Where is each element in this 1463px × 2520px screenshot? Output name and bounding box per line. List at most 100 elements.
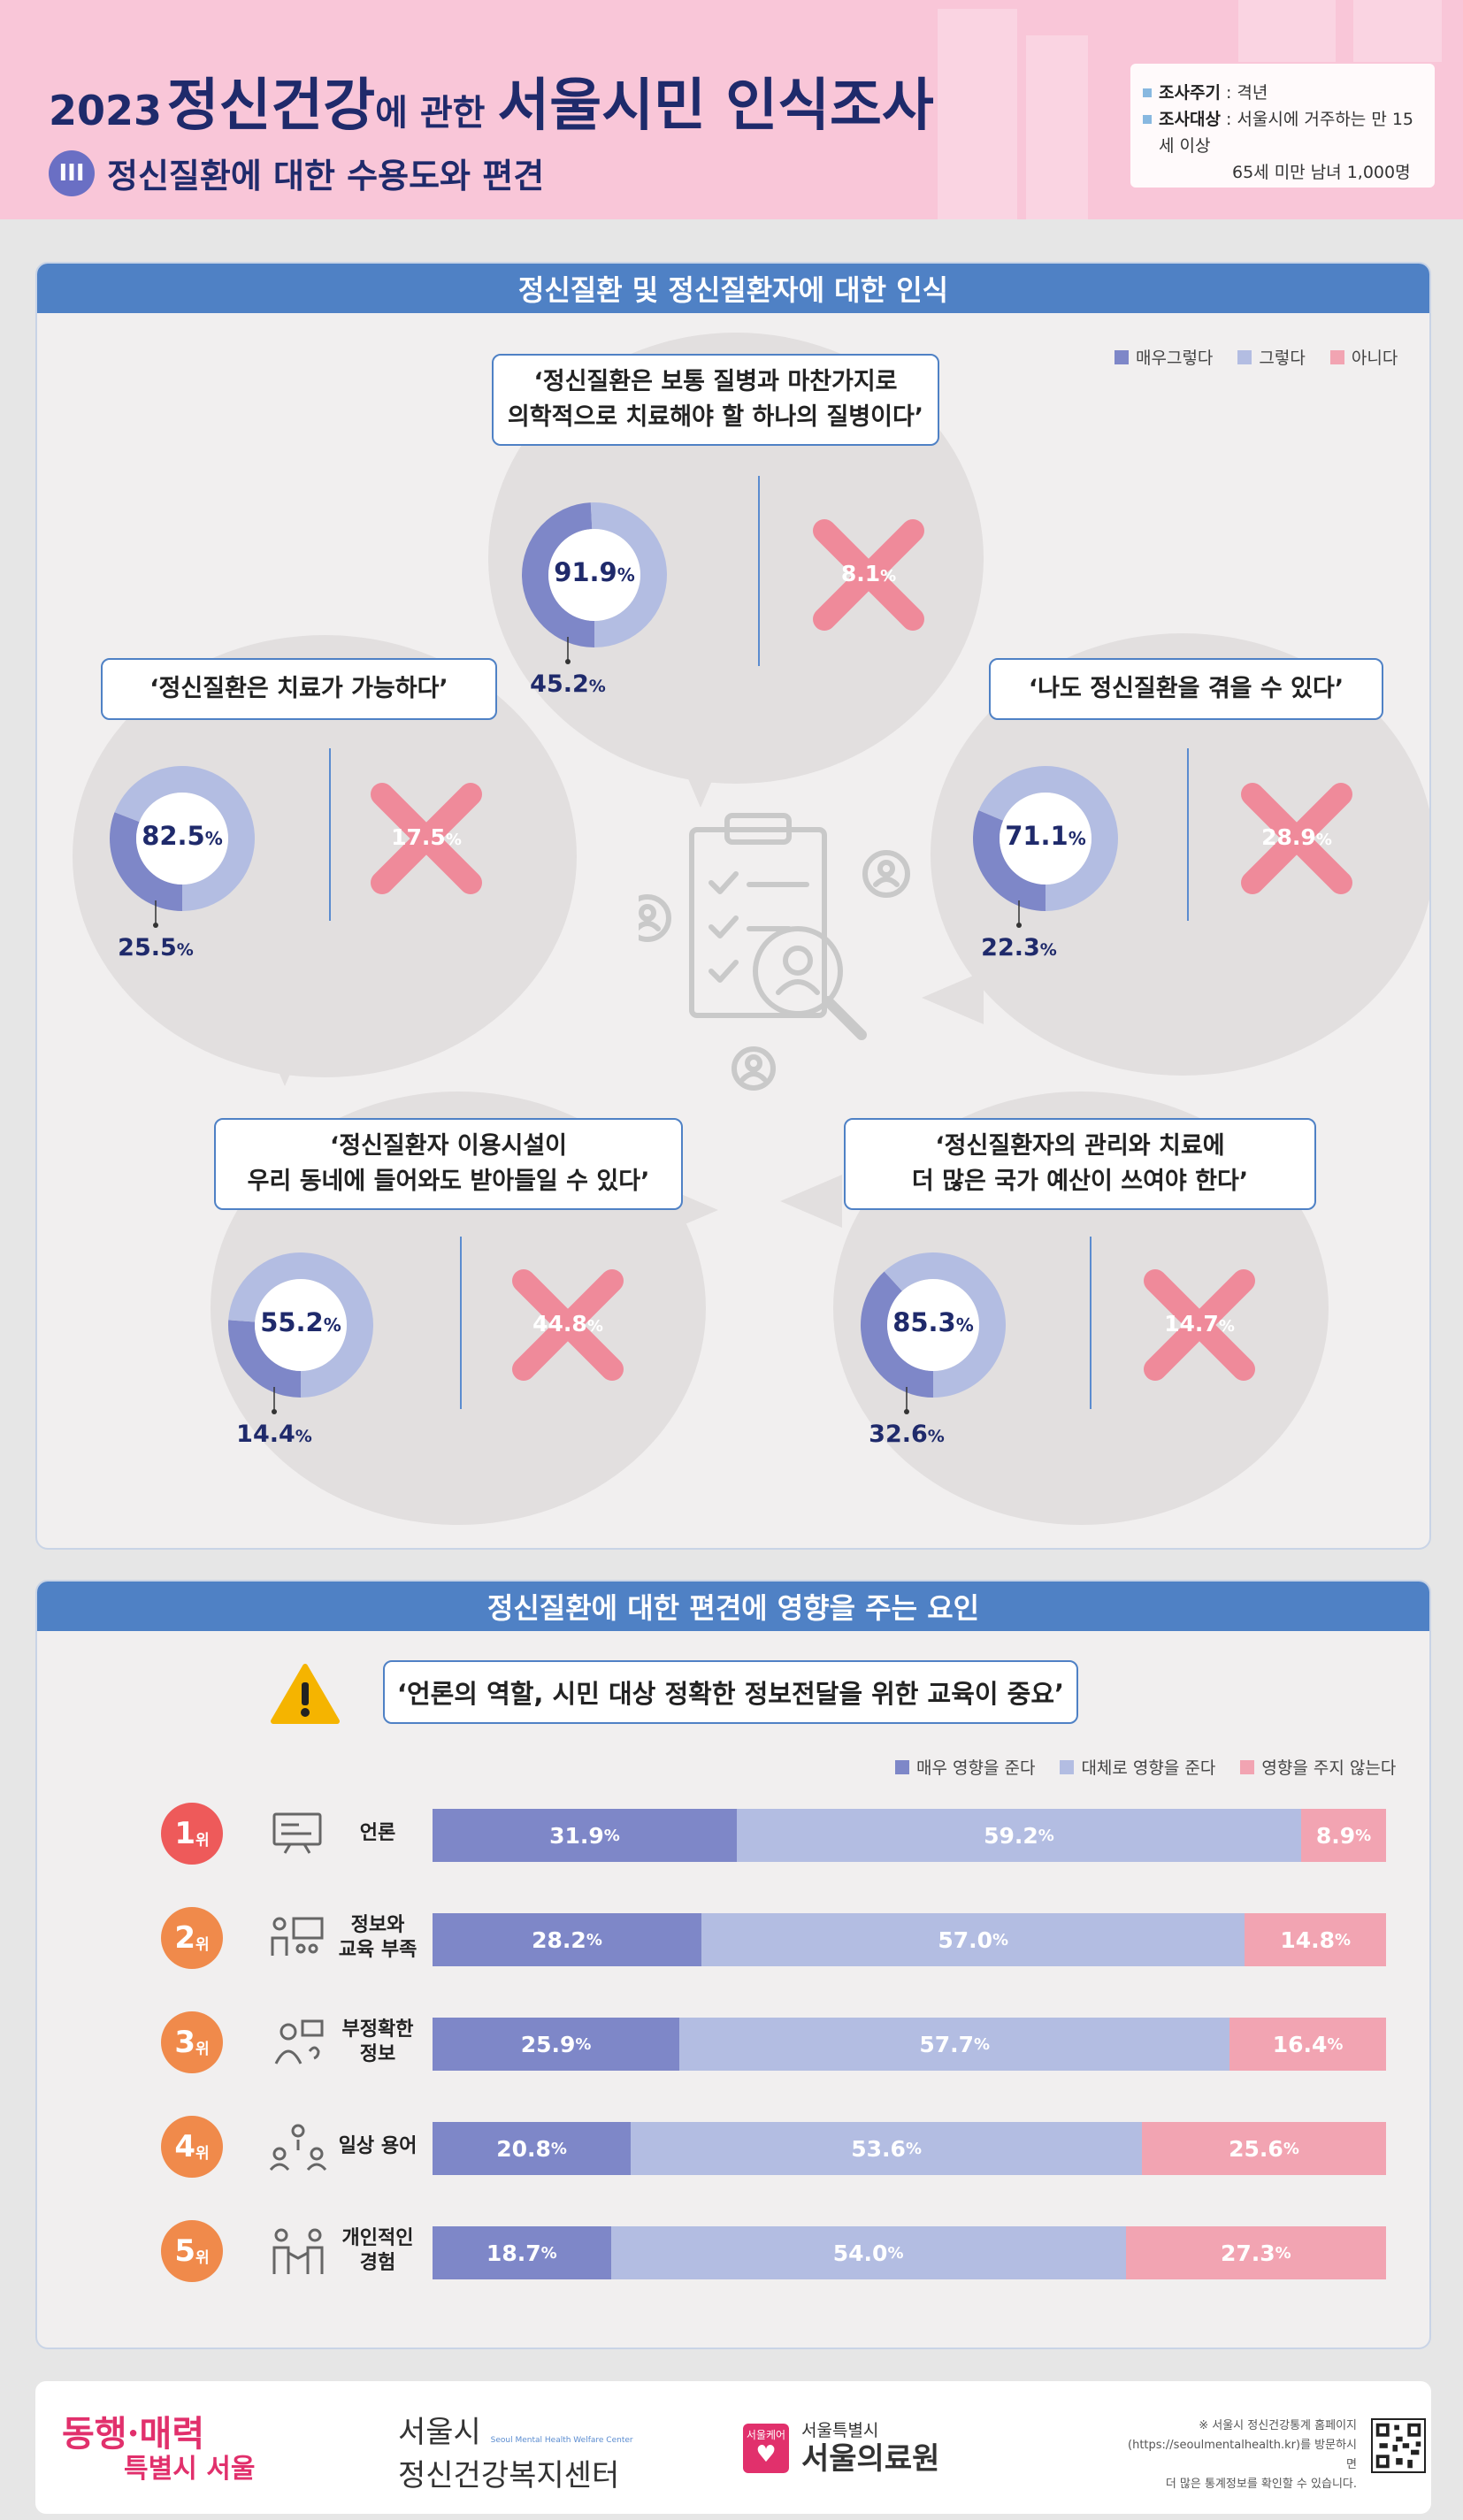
- quote-line: ‘정신질환자의 관리와 치료에: [935, 1132, 1225, 1160]
- bar-seg-no: 25.6%: [1142, 2122, 1386, 2175]
- donut-slice-agree: [228, 1252, 373, 1398]
- quote-line: ‘정신질환은 보통 질병과 마찬가지로: [533, 368, 898, 395]
- donut-total-label: 82.5%: [142, 821, 223, 851]
- donut-slice-agree: [978, 766, 1118, 911]
- title-year: 2023: [49, 87, 163, 134]
- legend-label: 매우그렇다: [1136, 349, 1214, 368]
- quote-line: 의학적으로 치료해야 할 하나의 질병이다’: [507, 403, 924, 431]
- agreement-donut: [973, 766, 1118, 928]
- seoul-care-icon: 서울케어 ♥: [743, 2424, 789, 2473]
- bubble-tail: [258, 1024, 311, 1086]
- bar-seg-agree: 54.0%: [610, 2226, 1126, 2279]
- factors-legend: 매우 영향을 준다 대체로 영향을 준다 영향을 주지 않는다: [895, 1755, 1396, 1779]
- perception-divider: [329, 748, 331, 921]
- building-decoration: [1238, 0, 1336, 62]
- donut-slice-agree: [884, 1252, 1006, 1398]
- factors-panel: 정신질환에 대한 편견에 영향을 주는 요인 매우 영향을 준다 대체로 영향을…: [35, 1580, 1431, 2349]
- leader-dot: [153, 923, 158, 928]
- page-title: 2023 정신건강에 관한 서울시민 인식조사: [49, 60, 934, 142]
- factor-label-line: 개인적인: [341, 2227, 414, 2249]
- factor-label: 부정확한 정보: [329, 2011, 426, 2073]
- qr-code-icon[interactable]: [1371, 2418, 1426, 2473]
- bar-seg-no: 14.8%: [1245, 1913, 1386, 1966]
- rank-suffix: 위: [195, 2040, 210, 2058]
- person-question-icon: [274, 2019, 324, 2064]
- factor-row: 5 위 개인적인 경험 18.7% 54.0% 27.3%: [161, 2220, 1386, 2282]
- agreement-donut: [522, 502, 667, 664]
- header: 2023 정신건강에 관한 서울시민 인식조사 III 정신질환에 대한 수용도…: [0, 0, 1463, 219]
- section-number: III: [49, 149, 95, 196]
- news-icon: [272, 1812, 322, 1854]
- slogan-line-2: 특별시 서울: [124, 2454, 256, 2485]
- donut-slice-very: [109, 812, 182, 911]
- perception-quote: ‘정신질환자 이용시설이 우리 동네에 들어와도 받아들일 수 있다’: [214, 1118, 683, 1210]
- legend-item: 매우그렇다: [1114, 345, 1213, 369]
- donut-hole: [887, 1279, 979, 1371]
- rank-number: 4: [174, 2129, 196, 2164]
- bar-seg-agree: 57.0%: [701, 1913, 1245, 1966]
- rank-suffix: 위: [195, 1935, 210, 1954]
- title-part-a: 정신건강: [166, 73, 376, 139]
- factor-stacked-bar: 20.8% 53.6% 25.6%: [433, 2122, 1386, 2175]
- slogan-line-1: 동행·매력: [62, 2413, 205, 2455]
- bar-seg-very: 31.9%: [433, 1809, 737, 1862]
- perception-divider: [758, 476, 760, 666]
- building-decoration: [1353, 0, 1442, 62]
- footer: 동행·매력 특별시 서울 서울시 Seoul Mental Health Wel…: [35, 2381, 1431, 2514]
- center-english: Seoul Mental Health Welfare Center: [490, 2436, 633, 2445]
- bar-seg-very: 28.2%: [433, 1913, 701, 1966]
- people-handshake-icon: [272, 2228, 324, 2274]
- donut-slice-very: [522, 502, 594, 647]
- factor-label-line: 정보: [359, 2043, 396, 2065]
- donut-slice-very: [228, 1320, 301, 1398]
- legend-item: 영향을 주지 않는다: [1240, 1755, 1396, 1779]
- bullet-square-icon: [1143, 88, 1152, 97]
- care-box-text: 서울케어: [746, 2429, 786, 2441]
- factor-label-line: 정보와: [350, 1914, 405, 1936]
- quote-line: 우리 동네에 들어와도 받아들일 수 있다’: [247, 1168, 650, 1195]
- disagree-x-icon: [1144, 1269, 1255, 1381]
- bar-seg-no: 8.9%: [1301, 1809, 1386, 1862]
- homepage-link[interactable]: (https://seoulmentalhealth.kr)를 방문하시면: [1128, 2439, 1357, 2471]
- legend-label: 대체로 영향을 준다: [1081, 1758, 1216, 1778]
- perception-panel-title: 정신질환 및 정신질환자에 대한 인식: [37, 264, 1429, 313]
- factors-panel-title: 정신질환에 대한 편견에 영향을 주는 요인: [37, 1582, 1429, 1631]
- very-value-label: 25.5%: [118, 934, 194, 961]
- note-line: 더 많은 통계정보를 확인할 수 있습니다.: [1165, 2478, 1357, 2491]
- warning-icon: [271, 1664, 340, 1724]
- mental-health-center-logo: 서울시 Seoul Mental Health Welfare Center 정…: [398, 2415, 633, 2493]
- factor-label-line: 부정확한: [341, 2018, 414, 2041]
- rank-number: 2: [174, 1920, 196, 1956]
- rank-suffix: 위: [195, 1831, 210, 1850]
- leader-dot: [565, 659, 571, 664]
- factor-stacked-bar: 25.9% 57.7% 16.4%: [433, 2018, 1386, 2071]
- factor-row: 1 위 언론 31.9% 59.2% 8.9%: [161, 1803, 1386, 1865]
- center-line-1: 서울시: [398, 2415, 481, 2450]
- rank-number: 3: [174, 2025, 196, 2060]
- bar-seg-agree: 59.2%: [736, 1809, 1302, 1862]
- perception-quote: ‘나도 정신질환을 겪을 수 있다’: [989, 658, 1383, 720]
- bar-seg-very: 25.9%: [433, 2018, 680, 2071]
- agreement-donut: [109, 766, 256, 928]
- legend-label: 아니다: [1351, 349, 1398, 368]
- x-stroke: [512, 1269, 624, 1381]
- disagree-x-icon: [1241, 783, 1352, 894]
- people-board-icon: [271, 1917, 324, 1956]
- bar-seg-agree: 57.7%: [679, 2018, 1230, 2071]
- very-value-label: 45.2%: [530, 670, 606, 698]
- factor-label: 개인적인 경험: [329, 2220, 426, 2282]
- leader-dot: [1016, 923, 1022, 928]
- title-part-c: 서울시민 인식조사: [497, 73, 934, 139]
- disagree-value-label: 17.5%: [391, 824, 462, 850]
- legend-item: 대체로 영향을 준다: [1060, 1755, 1215, 1779]
- x-stroke: [1144, 1269, 1255, 1381]
- target-label: 조사대상: [1159, 110, 1221, 129]
- rank-number: 5: [174, 2233, 196, 2269]
- title-part-b: 에 관한: [375, 93, 498, 134]
- factor-label-line: 교육 부족: [338, 1939, 417, 1961]
